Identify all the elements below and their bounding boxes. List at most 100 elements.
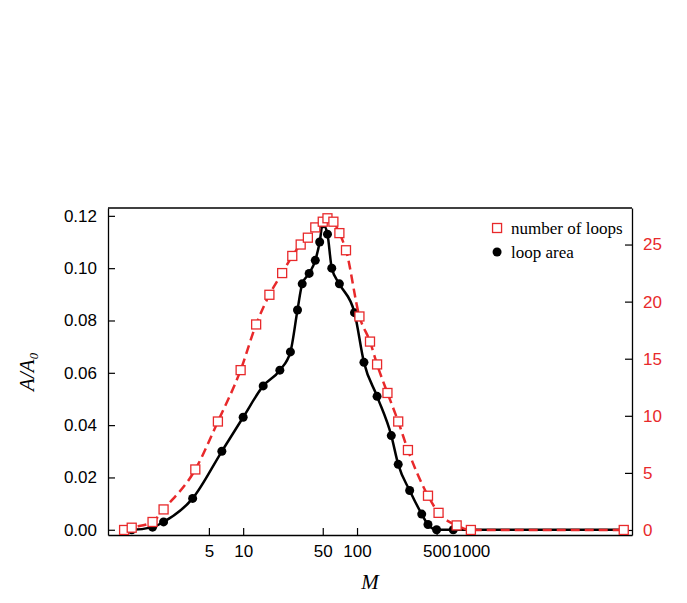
- tick: 0.00: [64, 521, 115, 540]
- legend: number of loops loop area: [493, 219, 623, 262]
- point: [432, 525, 441, 534]
- tick: 5: [205, 528, 214, 561]
- plot-area: [120, 214, 629, 535]
- point: [305, 269, 314, 278]
- point: [323, 230, 332, 239]
- tick-label: 20: [643, 293, 662, 312]
- tick: 25: [625, 235, 662, 254]
- point: [329, 217, 338, 226]
- axis-line: [109, 535, 633, 536]
- tick-mark: [625, 416, 632, 417]
- tick-mark: [357, 528, 358, 535]
- tick: 10: [625, 407, 662, 426]
- point: [387, 431, 396, 440]
- point: [373, 360, 382, 369]
- tick: 15: [625, 350, 662, 369]
- point: [341, 246, 350, 255]
- point: [366, 337, 375, 346]
- point: [434, 508, 443, 517]
- tick-label: 0.06: [64, 364, 97, 383]
- point: [619, 525, 628, 534]
- tick-label: 10: [234, 542, 253, 561]
- tick-mark: [108, 320, 115, 321]
- tick: 0.08: [64, 311, 115, 330]
- tick: 0.10: [64, 259, 115, 278]
- tick-mark: [108, 530, 115, 531]
- tick-label: 15: [643, 350, 662, 369]
- tick-label: 100: [343, 542, 371, 561]
- series-line: [124, 218, 624, 530]
- tick-mark: [625, 302, 632, 303]
- tick-label: 0.12: [64, 207, 97, 226]
- axis-line: [108, 209, 109, 536]
- tick-label: 5: [205, 542, 214, 561]
- point: [265, 290, 274, 299]
- point: [355, 312, 364, 321]
- y-axis-title: A/A₀: [15, 352, 39, 393]
- tick-label: 500: [423, 542, 451, 561]
- tick-mark: [243, 528, 244, 535]
- point: [466, 525, 475, 534]
- point: [394, 460, 403, 469]
- point: [417, 510, 426, 519]
- series-line: [124, 224, 624, 530]
- point: [394, 417, 403, 426]
- point: [405, 486, 414, 495]
- point: [383, 388, 392, 397]
- point: [293, 306, 302, 315]
- point: [148, 517, 157, 526]
- legend-item: number of loops: [493, 219, 623, 238]
- point: [213, 417, 222, 426]
- point: [275, 366, 284, 375]
- legend-label: loop area: [511, 243, 574, 262]
- point: [252, 320, 261, 329]
- point: [423, 491, 432, 500]
- x-axis-title: M: [360, 570, 380, 594]
- tick: 0.12: [64, 207, 115, 226]
- legend-item: loop area: [493, 243, 575, 262]
- point: [298, 279, 307, 288]
- tick: 20: [625, 293, 662, 312]
- tick-label: 0.08: [64, 311, 97, 330]
- legend-label: number of loops: [511, 219, 622, 238]
- point: [315, 238, 324, 247]
- tick-mark: [108, 268, 115, 269]
- tick-mark: [108, 373, 115, 374]
- point: [403, 446, 412, 455]
- y2ticks-axis: 0510152025: [625, 209, 662, 540]
- legend-symbol: [493, 224, 502, 233]
- point: [619, 525, 628, 534]
- point: [239, 413, 248, 422]
- tick: 0.04: [64, 416, 115, 435]
- point: [452, 521, 461, 530]
- tick: 0.06: [64, 364, 115, 383]
- point: [217, 447, 226, 456]
- axis-line: [632, 209, 633, 536]
- tick-mark: [108, 216, 115, 217]
- tick: 0.02: [64, 468, 115, 487]
- chart: 5105010050010000.000.020.040.060.080.100…: [0, 0, 687, 603]
- legend-symbol: [493, 248, 502, 257]
- tick-label: 0.02: [64, 468, 97, 487]
- point: [335, 229, 344, 238]
- point: [335, 279, 344, 288]
- tick-mark: [209, 528, 210, 535]
- point: [288, 251, 297, 260]
- point: [259, 381, 268, 390]
- tick-label: 0: [643, 521, 652, 540]
- point: [127, 523, 136, 532]
- tick-label: 0.10: [64, 259, 97, 278]
- point: [327, 264, 336, 273]
- tick-label: 25: [643, 235, 662, 254]
- tick-mark: [625, 473, 632, 474]
- tick-label: 0.04: [64, 416, 97, 435]
- tick-mark: [108, 425, 115, 426]
- point: [236, 366, 245, 375]
- point: [423, 520, 432, 529]
- tick: 10: [234, 528, 253, 561]
- tick-label: 50: [314, 542, 333, 561]
- tick: 100: [343, 528, 371, 561]
- yticks-axis: 0.00 0.02 0.04 0.06 0.08 0.10 0.12: [64, 207, 115, 540]
- tick-label: 0.00: [64, 521, 97, 540]
- point: [373, 392, 382, 401]
